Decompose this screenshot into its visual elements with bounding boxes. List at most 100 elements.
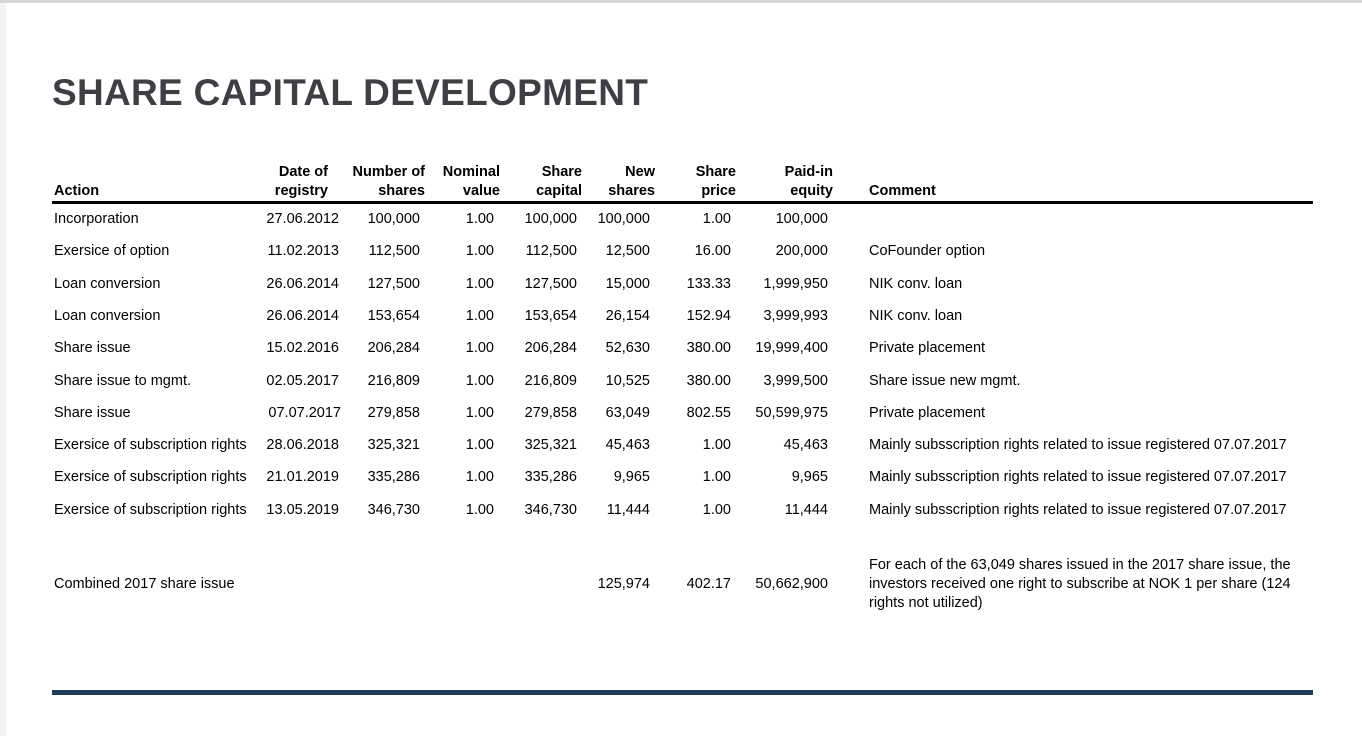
cell-paid: 100,000 [775, 211, 828, 227]
cell-comment: NIK conv. loan [869, 276, 963, 292]
table-row: Share issue 07.07.2017 279,858 1.00 279,… [0, 404, 1362, 423]
table-row: Share issue to mgmt. 02.05.2017 216,809 … [0, 372, 1362, 391]
cell-comment: Share issue new mgmt. [869, 373, 1021, 389]
cell-date: 02.05.2017 [266, 373, 339, 389]
cell-nominal: 1.00 [465, 211, 494, 227]
top-border [0, 0, 1362, 3]
table-row: Exersice of option 11.02.2013 112,500 1.… [0, 242, 1362, 261]
cell-date: 26.06.2014 [266, 308, 339, 324]
header-number: Number of shares [352, 164, 426, 199]
cell-number: 325,321 [367, 437, 420, 453]
header-capital: Share capital [536, 164, 582, 199]
cell-paid: 19,999,400 [755, 340, 828, 356]
cell-nominal: 1.00 [465, 437, 494, 453]
cell-comment: NIK conv. loan [869, 308, 963, 324]
cell-capital: 335,286 [524, 469, 577, 485]
table-row: Loan conversion 26.06.2014 153,654 1.00 … [0, 307, 1362, 326]
page-title: SHARE CAPITAL DEVELOPMENT [52, 72, 649, 113]
cell-new: 11,444 [606, 502, 650, 518]
cell-capital: 100,000 [524, 211, 577, 227]
header-date: Date of registry [274, 164, 328, 199]
cell-paid: 3,999,500 [763, 373, 828, 389]
combined-price: 402.17 [686, 576, 731, 592]
cell-capital: 325,321 [524, 437, 577, 453]
cell-comment: Mainly subsscription rights related to i… [869, 502, 1287, 518]
cell-price: 1.00 [702, 211, 731, 227]
cell-number: 127,500 [367, 276, 420, 292]
cell-price: 133.33 [686, 276, 731, 292]
cell-paid: 200,000 [775, 243, 828, 259]
table-row: Exersice of subscription rights 21.01.20… [0, 468, 1362, 487]
cell-number: 346,730 [367, 502, 420, 518]
header-paid: Paid-in equity [784, 164, 833, 199]
cell-capital: 206,284 [524, 340, 577, 356]
cell-action: Exersice of subscription rights [54, 437, 247, 453]
cell-paid: 11,444 [784, 502, 828, 518]
cell-action: Loan conversion [54, 276, 161, 292]
cell-number: 206,284 [367, 340, 420, 356]
header-action: Action [54, 183, 100, 199]
cell-capital: 279,858 [524, 405, 577, 421]
combined-comment: For each of the 63,049 shares issued in … [869, 557, 1291, 611]
cell-number: 112,500 [368, 243, 420, 259]
cell-new: 10,525 [605, 373, 650, 389]
cell-date: 13.05.2019 [266, 502, 339, 518]
cell-comment: CoFounder option [869, 243, 986, 259]
cell-date: 26.06.2014 [266, 276, 339, 292]
cell-nominal: 1.00 [465, 243, 494, 259]
cell-comment: Mainly subsscription rights related to i… [869, 437, 1287, 453]
cell-date: 21.01.2019 [266, 469, 339, 485]
cell-nominal: 1.00 [465, 276, 494, 292]
cell-capital: 216,809 [524, 373, 577, 389]
cell-paid: 9,965 [791, 469, 828, 485]
cell-action: Share issue [54, 405, 131, 421]
cell-number: 335,286 [367, 469, 420, 485]
cell-nominal: 1.00 [465, 405, 494, 421]
table-row: Share issue 15.02.2016 206,284 1.00 206,… [0, 339, 1362, 358]
cell-number: 153,654 [367, 308, 420, 324]
cell-paid: 45,463 [783, 437, 828, 453]
cell-nominal: 1.00 [465, 502, 494, 518]
cell-comment: Private placement [869, 405, 986, 421]
header-rule [52, 201, 1313, 204]
cell-action: Incorporation [54, 211, 139, 227]
cell-number: 279,858 [367, 405, 420, 421]
combined-paid: 50,662,900 [755, 576, 828, 592]
cell-action: Share issue to mgmt. [54, 373, 191, 389]
combined-row: Combined 2017 share issue 125,974 402.17… [0, 575, 1362, 594]
combined-new: 125,974 [597, 576, 650, 592]
table-row: Exersice of subscription rights 13.05.20… [0, 501, 1362, 520]
cell-nominal: 1.00 [465, 340, 494, 356]
cell-new: 45,463 [605, 437, 650, 453]
cell-capital: 153,654 [524, 308, 577, 324]
cell-paid: 3,999,993 [763, 308, 828, 324]
cell-capital: 346,730 [524, 502, 577, 518]
cell-paid: 1,999,950 [763, 276, 828, 292]
combined-action: Combined 2017 share issue [54, 576, 235, 592]
cell-action: Exersice of option [54, 243, 170, 259]
cell-date: 07.07.2017 [268, 405, 341, 421]
header-new: New shares [608, 164, 655, 199]
cell-paid: 50,599,975 [755, 405, 828, 421]
cell-comment: Private placement [869, 340, 986, 356]
cell-date: 11.02.2013 [267, 243, 340, 259]
cell-capital: 112,500 [525, 243, 577, 259]
cell-new: 63,049 [605, 405, 650, 421]
cell-new: 15,000 [605, 276, 650, 292]
left-margin-strip [0, 3, 6, 736]
cell-price: 1.00 [702, 469, 731, 485]
cell-price: 380.00 [686, 340, 731, 356]
header-price: Share price [695, 164, 736, 199]
cell-action: Share issue [54, 340, 131, 356]
table-row: Exersice of subscription rights 28.06.20… [0, 436, 1362, 455]
cell-price: 802.55 [686, 405, 731, 421]
cell-price: 1.00 [702, 502, 731, 518]
cell-new: 100,000 [597, 211, 650, 227]
cell-new: 9,965 [613, 469, 650, 485]
cell-new: 26,154 [605, 308, 650, 324]
cell-number: 216,809 [367, 373, 420, 389]
cell-new: 52,630 [605, 340, 650, 356]
header-nominal: Nominal value [442, 164, 500, 199]
cell-capital: 127,500 [524, 276, 577, 292]
cell-price: 16.00 [694, 243, 731, 259]
